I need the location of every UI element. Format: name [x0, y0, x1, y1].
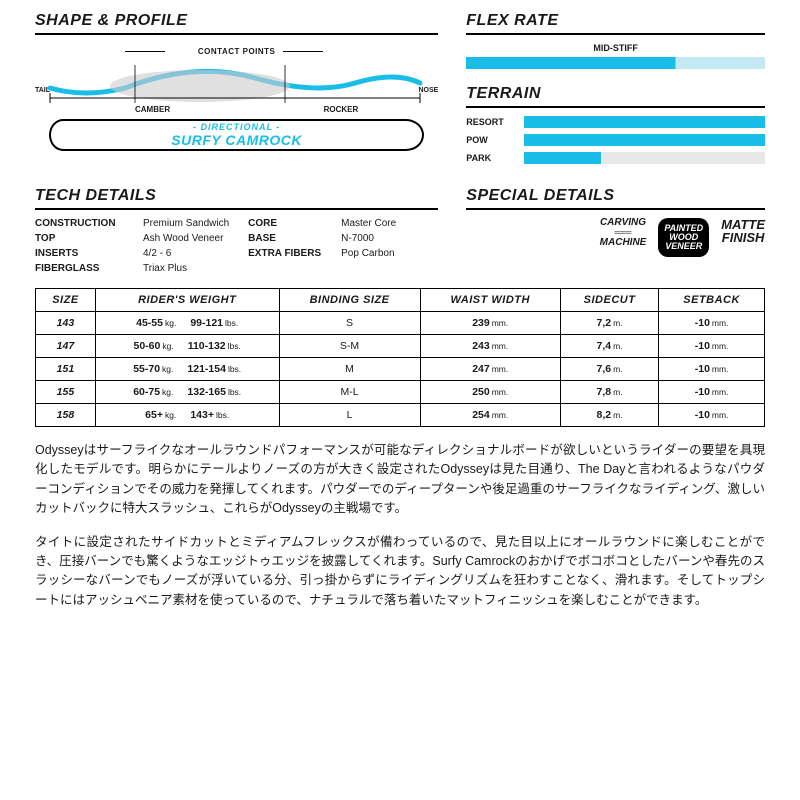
- matte-finish-badge: MATTEFINISH: [721, 218, 765, 257]
- description: Odysseyはサーフライクなオールラウンドパフォーマンスが可能なディレクショナ…: [35, 441, 765, 610]
- flex-bar: [466, 57, 765, 69]
- carving-machine-badge: CARVING═══MACHINE: [600, 218, 647, 257]
- tech-key: TOP: [35, 233, 135, 244]
- weight-cell: 60-75kg. 132-165lbs.: [95, 381, 279, 404]
- board-outline: - DIRECTIONAL - SURFY CAMROCK: [49, 119, 424, 151]
- flex-label: MID-STIFF: [466, 43, 765, 53]
- tech-value: Triax Plus: [143, 263, 240, 274]
- table-row: 158 65+kg. 143+lbs. L 254mm. 8,2m. -10mm…: [36, 404, 765, 427]
- binding-cell: L: [279, 404, 420, 427]
- painted-wood-veneer-badge: PAINTEDWOODVENEER: [658, 218, 709, 257]
- tech-grid: CONSTRUCTION Premium Sandwich CORE Master C…: [35, 218, 438, 274]
- table-row: 151 55-70kg. 121-154lbs. M 247mm. 7,6m. …: [36, 358, 765, 381]
- terrain-label: POW: [466, 135, 524, 145]
- binding-cell: M: [279, 358, 420, 381]
- weight-cell: 55-70kg. 121-154lbs.: [95, 358, 279, 381]
- table-header: SIDECUT: [560, 289, 658, 312]
- tech-key: [248, 263, 333, 274]
- waist-cell: 239mm.: [420, 312, 560, 335]
- size-cell: 143: [36, 312, 96, 335]
- binding-cell: S-M: [279, 335, 420, 358]
- description-p1: Odysseyはサーフライクなオールラウンドパフォーマンスが可能なディレクショナ…: [35, 441, 765, 519]
- terrain-row: POW: [466, 134, 765, 146]
- table-header: SETBACK: [659, 289, 765, 312]
- table-header: SIZE: [36, 289, 96, 312]
- tech-key: EXTRA FIBERS: [248, 248, 333, 259]
- tech-key: CORE: [248, 218, 333, 229]
- profile-diagram: CONTACT POINTS TAIL NOSE CAMBER ROCKER -…: [35, 43, 438, 173]
- tech-value: N-7000: [341, 233, 438, 244]
- waist-cell: 250mm.: [420, 381, 560, 404]
- shape-profile-section: SHAPE & PROFILE CONTACT POINTS TAIL NOSE…: [35, 12, 438, 173]
- setback-cell: -10mm.: [659, 381, 765, 404]
- tech-key: CONSTRUCTION: [35, 218, 135, 229]
- terrain-label: RESORT: [466, 117, 524, 127]
- tech-value: Pop Carbon: [341, 248, 438, 259]
- tech-key: BASE: [248, 233, 333, 244]
- sidecut-cell: 7,8m.: [560, 381, 658, 404]
- waist-cell: 243mm.: [420, 335, 560, 358]
- tail-label: TAIL: [35, 87, 50, 94]
- terrain-section: TERRAIN RESORT POW PARK: [466, 85, 765, 164]
- table-header: BINDING SIZE: [279, 289, 420, 312]
- tech-title: TECH DETAILS: [35, 187, 438, 210]
- nose-label: NOSE: [418, 87, 438, 94]
- setback-cell: -10mm.: [659, 404, 765, 427]
- tech-key: FIBERGLASS: [35, 263, 135, 274]
- waist-cell: 254mm.: [420, 404, 560, 427]
- directional-label: - DIRECTIONAL -: [193, 122, 280, 132]
- tech-value: Master Core: [341, 218, 438, 229]
- flex-rate-section: FLEX RATE MID-STIFF: [466, 12, 765, 69]
- tech-key: INSERTS: [35, 248, 135, 259]
- weight-cell: 50-60kg. 110-132lbs.: [95, 335, 279, 358]
- tech-value: [341, 263, 438, 274]
- table-header: RIDER'S WEIGHT: [95, 289, 279, 312]
- shape-title: SHAPE & PROFILE: [35, 12, 438, 35]
- setback-cell: -10mm.: [659, 358, 765, 381]
- tech-value: 4/2 - 6: [143, 248, 240, 259]
- size-cell: 147: [36, 335, 96, 358]
- sidecut-cell: 7,6m.: [560, 358, 658, 381]
- table-row: 147 50-60kg. 110-132lbs. S-M 243mm. 7,4m…: [36, 335, 765, 358]
- terrain-row: RESORT: [466, 116, 765, 128]
- flex-title: FLEX RATE: [466, 12, 765, 35]
- terrain-bar: [524, 116, 765, 128]
- special-title: SPECIAL DETAILS: [466, 187, 765, 210]
- terrain-title: TERRAIN: [466, 85, 765, 108]
- table-row: 143 45-55kg. 99-121lbs. S 239mm. 7,2m. -…: [36, 312, 765, 335]
- setback-cell: -10mm.: [659, 312, 765, 335]
- table-header: WAIST WIDTH: [420, 289, 560, 312]
- camrock-label: SURFY CAMROCK: [171, 132, 302, 148]
- size-table: SIZERIDER'S WEIGHTBINDING SIZEWAIST WIDT…: [35, 288, 765, 427]
- terrain-bar: [524, 152, 765, 164]
- table-row: 155 60-75kg. 132-165lbs. M-L 250mm. 7,8m…: [36, 381, 765, 404]
- setback-cell: -10mm.: [659, 335, 765, 358]
- special-details-section: SPECIAL DETAILS CARVING═══MACHINE PAINTE…: [466, 187, 765, 274]
- terrain-bar: [524, 134, 765, 146]
- size-cell: 155: [36, 381, 96, 404]
- tech-details-section: TECH DETAILS CONSTRUCTION Premium Sandwic…: [35, 187, 438, 274]
- size-cell: 158: [36, 404, 96, 427]
- tech-value: Premium Sandwich: [143, 218, 240, 229]
- camber-label: CAMBER: [135, 105, 170, 114]
- description-p2: タイトに設定されたサイドカットとミディアムフレックスが備わっているので、見た目以…: [35, 533, 765, 611]
- terrain-label: PARK: [466, 153, 524, 163]
- weight-cell: 45-55kg. 99-121lbs.: [95, 312, 279, 335]
- camber-curve-icon: [45, 53, 425, 113]
- sidecut-cell: 8,2m.: [560, 404, 658, 427]
- sidecut-cell: 7,2m.: [560, 312, 658, 335]
- binding-cell: M-L: [279, 381, 420, 404]
- rocker-label: ROCKER: [324, 105, 359, 114]
- size-cell: 151: [36, 358, 96, 381]
- terrain-row: PARK: [466, 152, 765, 164]
- weight-cell: 65+kg. 143+lbs.: [95, 404, 279, 427]
- binding-cell: S: [279, 312, 420, 335]
- sidecut-cell: 7,4m.: [560, 335, 658, 358]
- waist-cell: 247mm.: [420, 358, 560, 381]
- tech-value: Ash Wood Veneer: [143, 233, 240, 244]
